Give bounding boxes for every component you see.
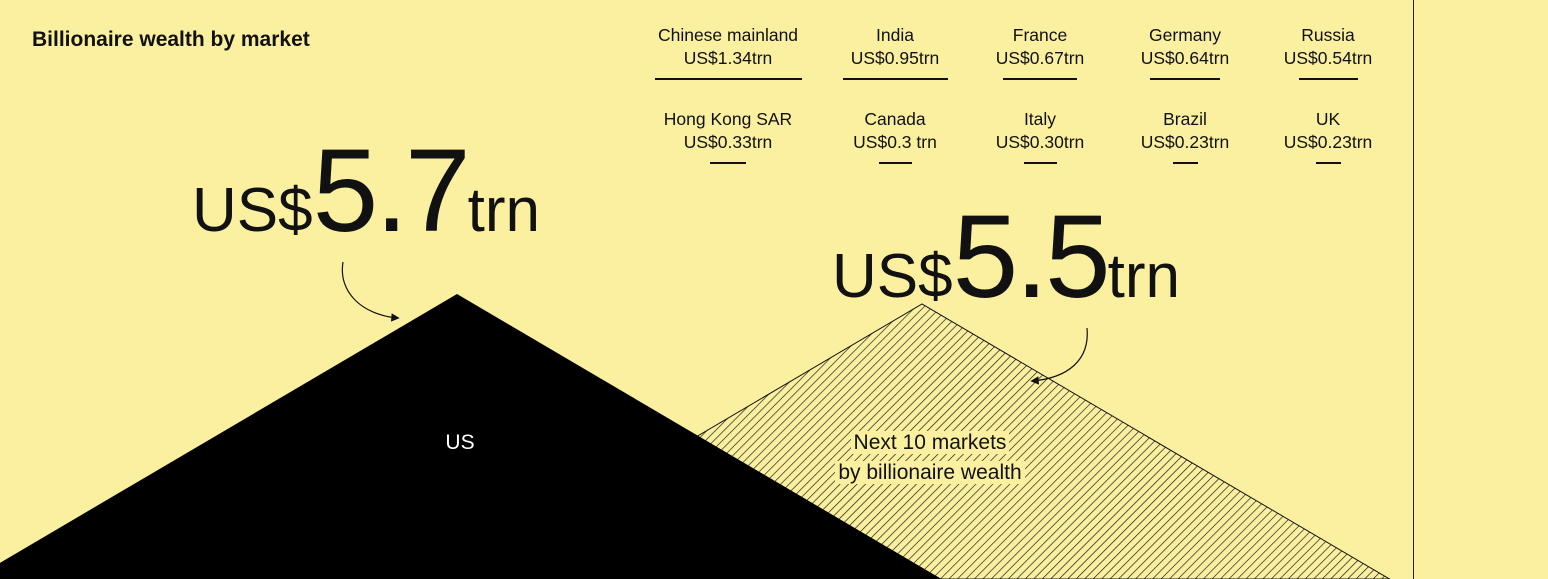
- side-panel: [1413, 0, 1548, 579]
- market-value-bar: [1023, 162, 1057, 164]
- market-value-bar: [842, 78, 948, 80]
- us-value-label: US$5.7trn: [192, 132, 540, 250]
- market-name: Hong Kong SAR: [663, 109, 793, 129]
- market-value: US$0.33trn: [683, 132, 773, 152]
- mountains-chart: [0, 261, 1391, 579]
- market-item: UK US$0.23trn: [1248, 108, 1408, 164]
- us-value-prefix: US$: [192, 176, 313, 245]
- market-name: India: [876, 25, 914, 45]
- market-value: US$0.30trn: [995, 132, 1085, 152]
- market-value-bar: [654, 78, 802, 80]
- us-mountain: [0, 294, 942, 579]
- market-value-bar: [710, 162, 746, 164]
- us-series-label: US: [445, 431, 475, 454]
- next10-label-line-1: Next 10 markets: [850, 431, 1010, 454]
- market-value: US$0.67trn: [995, 48, 1085, 68]
- market-item: Brazil US$0.23trn: [1105, 108, 1265, 164]
- next10-value-number: 5.5: [952, 191, 1111, 323]
- next10-label-line-2: by billionaire wealth: [835, 461, 1025, 484]
- market-item: Chinese mainland US$1.34trn: [648, 24, 808, 80]
- market-name: Brazil: [1163, 109, 1207, 129]
- market-item: Hong Kong SAR US$0.33trn: [648, 108, 808, 164]
- market-value: US$0.64trn: [1140, 48, 1230, 68]
- next10-series-label: Next 10 markets by billionaire wealth: [770, 428, 1090, 488]
- market-name: Italy: [1023, 109, 1057, 129]
- market-value: US$0.23trn: [1283, 132, 1373, 152]
- us-value-suffix: trn: [467, 176, 541, 245]
- market-value-bar: [1298, 78, 1358, 80]
- next10-value-prefix: US$: [832, 242, 953, 311]
- market-name: Chinese mainland: [657, 25, 799, 45]
- market-value: US$1.34trn: [683, 48, 773, 68]
- market-value-bar: [878, 162, 912, 164]
- market-value-bar: [1315, 162, 1341, 164]
- market-value: US$0.95trn: [850, 48, 940, 68]
- market-item: France US$0.67trn: [960, 24, 1120, 80]
- market-name: Russia: [1301, 25, 1355, 45]
- us-value-arrow: [341, 261, 400, 322]
- market-item: Italy US$0.30trn: [960, 108, 1120, 164]
- next10-value-label: US$5.5trn: [832, 198, 1180, 316]
- market-item: Canada US$0.3 trn: [815, 108, 975, 164]
- market-value: US$0.54trn: [1283, 48, 1373, 68]
- market-name: UK: [1315, 109, 1341, 129]
- page-title: Billionaire wealth by market: [32, 28, 310, 51]
- market-item: Germany US$0.64trn: [1105, 24, 1265, 80]
- market-name: Germany: [1149, 25, 1221, 45]
- market-value: US$0.3 trn: [853, 132, 937, 152]
- next10-value-arrow: [1030, 327, 1088, 385]
- market-value-bar: [1150, 78, 1220, 80]
- next10-value-suffix: trn: [1107, 242, 1181, 311]
- market-item: India US$0.95trn: [815, 24, 975, 80]
- market-value-bar: [1003, 78, 1077, 80]
- market-name: France: [1012, 25, 1068, 45]
- market-item: Russia US$0.54trn: [1248, 24, 1408, 80]
- us-value-number: 5.7: [312, 125, 471, 257]
- market-name: Canada: [864, 109, 926, 129]
- market-value-bar: [1172, 162, 1198, 164]
- market-value: US$0.23trn: [1140, 132, 1230, 152]
